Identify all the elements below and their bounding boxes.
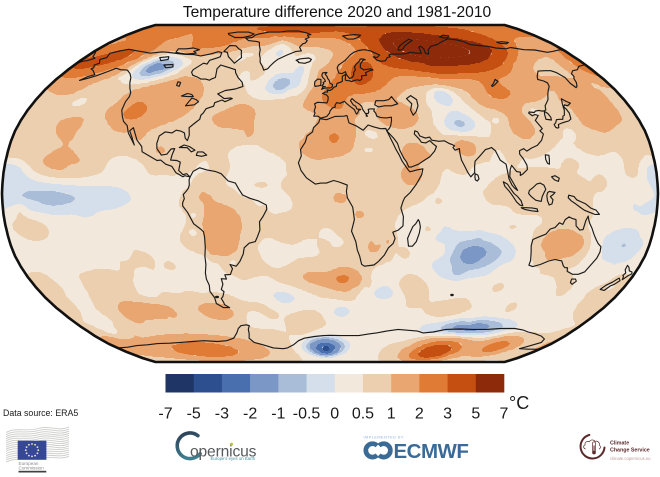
svg-text:Commission: Commission <box>19 466 45 471</box>
svg-text:Climate: Climate <box>610 440 629 446</box>
svg-text:climate.copernicus.eu: climate.copernicus.eu <box>610 456 651 461</box>
svg-text:-1: -1 <box>271 406 285 423</box>
svg-text:0.5: 0.5 <box>352 406 374 423</box>
svg-text:0: 0 <box>330 406 339 423</box>
svg-text:Change Service: Change Service <box>610 447 650 453</box>
svg-text:7: 7 <box>500 406 509 423</box>
svg-text:-7: -7 <box>158 406 172 423</box>
svg-text:-2: -2 <box>243 406 257 423</box>
svg-text:Data source: ERA5: Data source: ERA5 <box>3 408 78 418</box>
svg-text:-5: -5 <box>187 406 201 423</box>
svg-text:European: European <box>19 461 39 466</box>
svg-text:opernicus: opernicus <box>190 443 257 460</box>
svg-text:Temperature difference 2020 an: Temperature difference 2020 and 1981-201… <box>183 4 492 21</box>
svg-text:-0.5: -0.5 <box>293 406 321 423</box>
svg-text:5: 5 <box>471 406 480 423</box>
svg-text:Europe’s eyes on Earth: Europe’s eyes on Earth <box>211 456 256 461</box>
svg-text:IMPLEMENTED BY: IMPLEMENTED BY <box>364 436 405 440</box>
svg-text:ECMWF: ECMWF <box>394 440 469 463</box>
svg-text:-3: -3 <box>215 406 229 423</box>
svg-text:2: 2 <box>415 406 424 423</box>
svg-text:°C: °C <box>509 393 529 413</box>
svg-text:1: 1 <box>387 406 396 423</box>
svg-text:3: 3 <box>443 406 452 423</box>
